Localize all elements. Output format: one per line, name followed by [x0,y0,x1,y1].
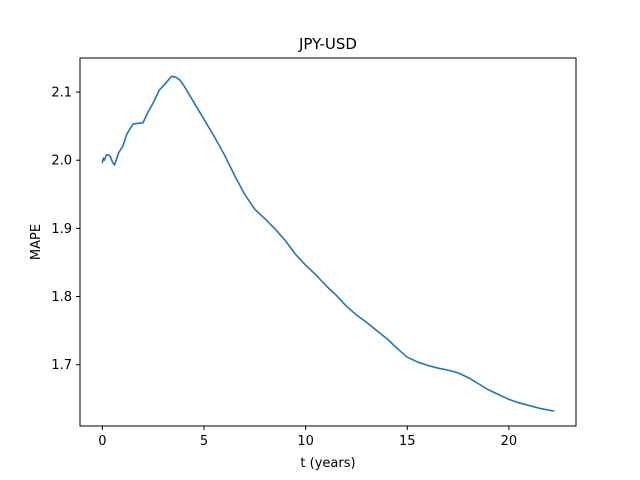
y-tick-label: 1.7 [51,358,72,373]
x-axis-ticks: 0 5 10 15 20 [98,426,517,449]
y-tick-label: 1.8 [51,290,72,305]
plot-frame [79,57,577,427]
y-tick-label: 2.1 [51,86,72,101]
y-axis-label: MAPE [29,224,44,260]
x-tick-label: 15 [399,434,416,449]
y-axis-ticks: 1.7 1.8 1.9 2.0 2.1 [51,86,80,373]
plot-area [101,75,555,412]
y-tick-label: 1.9 [51,222,72,237]
x-tick-label: 20 [501,434,518,449]
x-axis-label: t (years) [300,456,355,471]
chart-title: JPY-USD [298,35,357,53]
x-tick-label: 10 [297,434,314,449]
x-tick-label: 0 [98,434,106,449]
series-line-0 [101,75,555,412]
x-tick-label: 5 [200,434,208,449]
y-tick-label: 2.0 [51,154,72,169]
